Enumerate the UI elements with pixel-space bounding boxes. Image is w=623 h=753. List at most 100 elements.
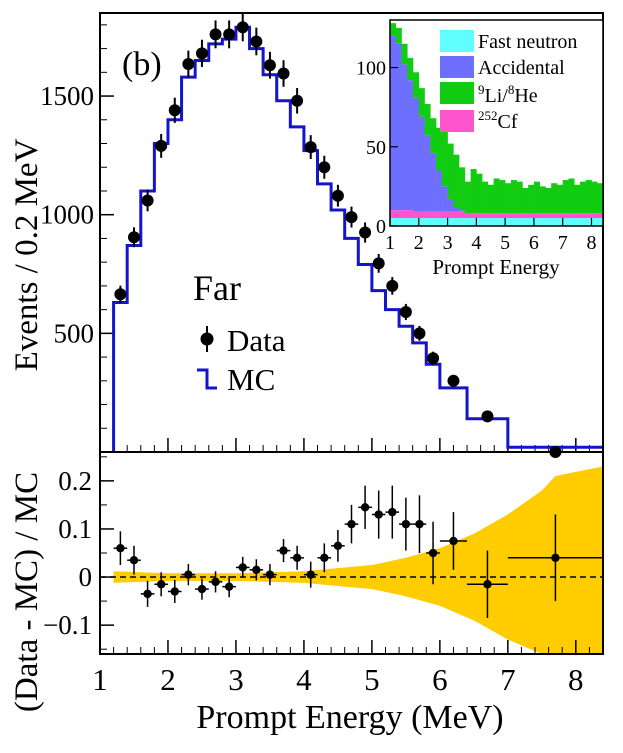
- legend-he-mass-number: 8: [508, 82, 515, 97]
- inset-californium-bar: [597, 213, 604, 219]
- bottom-x-tick-label: 1: [92, 662, 108, 697]
- inset-fast-neutron-bar: [447, 218, 454, 226]
- inset-californium-bar: [562, 213, 569, 219]
- inset-californium-bar: [453, 211, 460, 219]
- inset-californium-bar: [505, 213, 512, 219]
- data-point: [141, 194, 154, 207]
- ratio-point: [116, 543, 125, 553]
- x-axis-label: Prompt Energy (MeV): [196, 699, 503, 736]
- data-point: [277, 67, 290, 80]
- inset-y-tick-label: 100: [356, 58, 386, 80]
- legend-lithium-helium-label: 9Li/8He: [478, 82, 538, 107]
- inset-lithium-helium-bar: [551, 183, 558, 214]
- data-point: [304, 141, 317, 154]
- bottom-x-tick-label: 8: [568, 662, 584, 697]
- inset-californium-bar: [522, 213, 529, 219]
- inset-californium-bar: [413, 211, 420, 219]
- inset-californium-bar: [568, 213, 575, 219]
- data-point: [223, 28, 236, 41]
- inset-fast-neutron-bar: [493, 218, 500, 226]
- inset-accidental-bar: [453, 206, 460, 212]
- inset-californium-bar: [551, 213, 558, 219]
- inset-lithium-helium-bar: [459, 167, 466, 211]
- inset-x-tick-label: 1: [385, 232, 395, 254]
- inset-californium-bar: [441, 211, 448, 219]
- data-point: [250, 35, 263, 48]
- inset-accidental-bar: [395, 43, 402, 211]
- ratio-point: [170, 587, 179, 596]
- inset-fast-neutron-bar: [390, 218, 397, 226]
- site-label: Far: [193, 268, 241, 308]
- ratio-point: [279, 546, 288, 555]
- inset-accidental-bar: [424, 135, 431, 212]
- ratio-point: [197, 584, 207, 594]
- inset-accidental-bar: [401, 64, 408, 211]
- inset-fast-neutron-bar: [418, 218, 425, 226]
- ratio-point: [211, 577, 220, 587]
- inset-fast-neutron-bar: [579, 218, 587, 226]
- ratio-point: [143, 589, 152, 599]
- data-point: [114, 288, 127, 301]
- inset-fast-neutron-bar: [459, 218, 466, 226]
- inset-californium-bar: [401, 210, 408, 219]
- inset-lithium-helium-bar: [430, 118, 437, 154]
- inset-fast-neutron-bar: [487, 218, 494, 226]
- inset-x-tick-label: 7: [558, 232, 568, 254]
- inset-lithium-helium-bar: [505, 183, 512, 214]
- legend-he-symbol: He: [514, 85, 537, 107]
- inset-fast-neutron-bar: [516, 218, 523, 226]
- inset-californium-bar: [556, 213, 564, 219]
- inset-californium-bar: [539, 213, 546, 219]
- top-legend: Data MC: [197, 323, 286, 397]
- inset-fast-neutron-bar: [545, 218, 552, 226]
- inset-californium-bar: [516, 213, 523, 219]
- inset-californium-bar: [510, 213, 517, 219]
- inset-californium-bar: [464, 213, 471, 219]
- ratio-point: [224, 582, 234, 591]
- inset-californium-bar: [528, 213, 535, 219]
- bottom-y-tick-label: 0: [79, 562, 93, 592]
- inset-fast-neutron-bar: [533, 218, 540, 226]
- inset-lithium-helium-bar: [441, 130, 448, 187]
- inset-accidental-bar: [418, 116, 425, 212]
- inset-lithium-helium-bar: [424, 103, 431, 136]
- inset-x-tick-label: 5: [500, 232, 510, 254]
- inset-californium-bar: [424, 211, 431, 219]
- ratio-point: [551, 553, 560, 563]
- inset-lithium-helium-bar: [539, 186, 546, 214]
- inset-californium-bar: [418, 211, 425, 219]
- inset-fast-neutron-bar: [591, 218, 598, 226]
- ratio-point: [184, 570, 193, 579]
- inset-lithium-helium-bar: [482, 181, 489, 214]
- data-point: [447, 374, 460, 387]
- ratio-point: [415, 519, 424, 529]
- inset-lithium-helium-bar: [390, 23, 397, 36]
- inset-fast-neutron-bar: [464, 218, 471, 226]
- legend-mc-label: MC: [227, 362, 275, 397]
- inset-fast-neutron-bar: [505, 218, 512, 226]
- inset-fast-neutron-bar: [413, 218, 420, 226]
- inset-lithium-helium-bar: [597, 183, 604, 214]
- inset-fast-neutron-bar: [539, 218, 546, 226]
- ratio-point: [129, 556, 139, 565]
- data-point: [318, 161, 331, 174]
- inset-y-tick-label: 0: [376, 216, 386, 238]
- inset-californium-bar: [591, 213, 598, 219]
- inset-californium-bar: [407, 210, 414, 219]
- panel-label: (b): [122, 46, 162, 83]
- legend-li-mass-number: 9: [478, 82, 485, 97]
- data-point: [195, 47, 208, 60]
- legend-data-label: Data: [227, 323, 286, 358]
- legend-californium-swatch: [440, 110, 474, 132]
- inset-lithium-helium-bar: [585, 180, 592, 214]
- data-point: [372, 257, 385, 270]
- inset-fast-neutron-bar: [597, 218, 604, 226]
- inset-lithium-helium-bar: [522, 187, 529, 214]
- top-y-axis-label: Events / 0.2 MeV: [9, 138, 45, 371]
- inset-lithium-helium-bar: [516, 181, 523, 214]
- inset-lithium-helium-bar: [533, 181, 540, 214]
- inset-californium-bar: [390, 210, 397, 219]
- legend-cf-symbol: Cf: [498, 111, 518, 133]
- inset-lithium-helium-bar: [562, 180, 569, 214]
